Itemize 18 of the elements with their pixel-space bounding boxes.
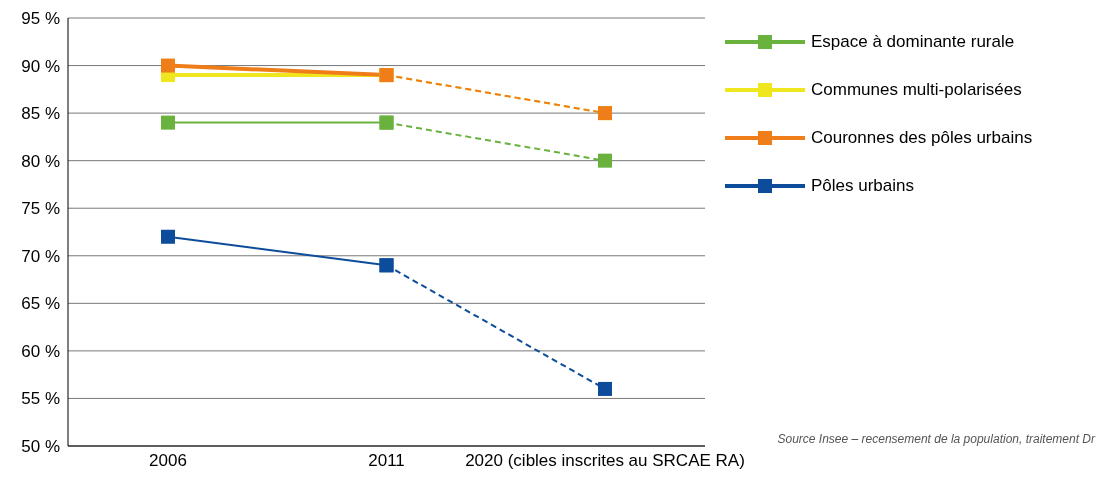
- x-tick-label: 2011: [368, 451, 405, 471]
- y-tick-label: 95 %: [21, 9, 60, 29]
- legend-label: Communes multi-polarisées: [811, 80, 1022, 100]
- y-tick-label: 75 %: [21, 199, 60, 219]
- y-tick-label: 50 %: [21, 437, 60, 457]
- x-tick-label: 2006: [149, 451, 187, 471]
- y-tick-label: 55 %: [21, 389, 60, 409]
- x-tick-label: 2020 (cibles inscrites au SRCAE RA): [465, 451, 745, 471]
- legend-label: Couronnes des pôles urbains: [811, 128, 1033, 148]
- legend-label: Pôles urbains: [811, 176, 915, 196]
- y-tick-label: 85 %: [21, 104, 60, 124]
- y-tick-label: 70 %: [21, 246, 60, 266]
- y-tick-label: 80 %: [21, 151, 60, 171]
- legend-label: Espace à dominante rurale: [811, 32, 1015, 52]
- y-tick-label: 90 %: [21, 56, 60, 76]
- source-note: Source Insee – recensement de la population, traitement Dr: [777, 432, 1095, 446]
- y-tick-label: 65 %: [21, 294, 60, 314]
- y-tick-label: 60 %: [21, 341, 60, 361]
